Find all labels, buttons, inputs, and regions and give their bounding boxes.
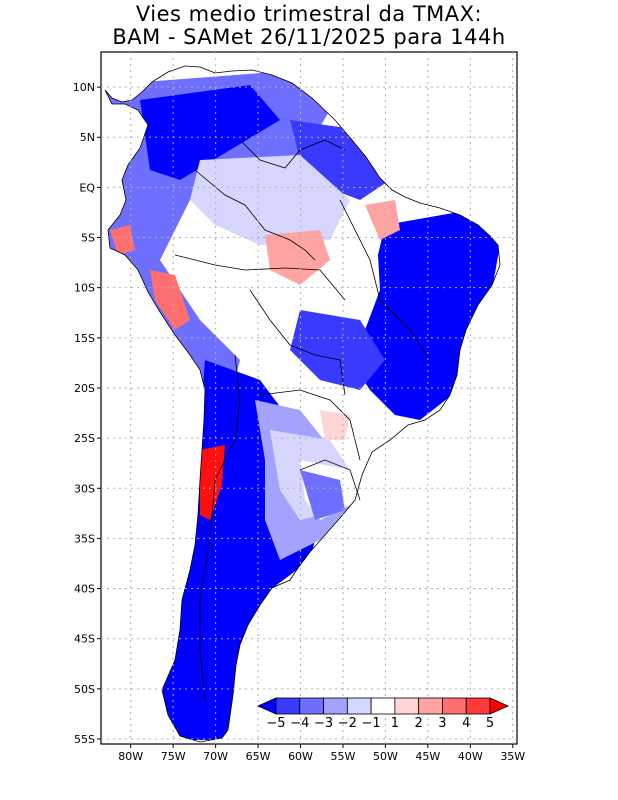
- northeast-brazil-cold-region: [350, 210, 500, 420]
- map-grid: [101, 52, 517, 744]
- colorbar-label: −4: [290, 716, 309, 731]
- ecuador-coast-warm-region: [110, 225, 135, 255]
- colorbar-swatch: [299, 697, 324, 715]
- para-coast-warm-region: [365, 200, 400, 240]
- colorbar-label: −2: [338, 716, 357, 731]
- peru-andes-warm-region: [150, 270, 190, 330]
- border-chile-argentina: [199, 354, 241, 701]
- central-chile-warm-region: [200, 445, 225, 520]
- lat-label: 10S: [74, 282, 95, 295]
- colorbar-swatch: [346, 697, 372, 715]
- map-title-line2: BAM - SAMet 26/11/2025 para 144h: [112, 25, 506, 49]
- lon-label: 80W: [118, 750, 143, 763]
- central-brazil-cold-region: [290, 310, 385, 390]
- lat-label: 35S: [74, 532, 95, 545]
- lon-label: 45W: [415, 750, 440, 763]
- venezuela-cold-region: [140, 85, 280, 180]
- latitude-labels: 10N 5N EQ 5S 10S 15S 20S 25S 30S 35S 40S 45S 50S 55S: [73, 81, 101, 746]
- lat-label: 10N: [73, 81, 95, 94]
- lon-label: 40W: [458, 750, 483, 763]
- colorbar-high-triangle: [489, 697, 509, 715]
- colorbar-swatch: [465, 697, 491, 715]
- lat-label: 55S: [74, 733, 95, 746]
- lon-label: 75W: [161, 750, 186, 763]
- lon-label: 65W: [246, 750, 271, 763]
- colorbar: −5 −4 −3 −2 −1 1 2 3 4 5: [257, 697, 509, 731]
- border-argentina-paraguay: [259, 389, 361, 461]
- border-colombia-brazil: [194, 169, 316, 261]
- lat-label: 50S: [74, 683, 95, 696]
- border-uruguay: [299, 459, 361, 501]
- colorbar-swatch: [370, 697, 396, 715]
- colorbar-label: −5: [266, 716, 285, 731]
- colorbar-label: 3: [438, 716, 446, 731]
- colorbar-label: 2: [415, 716, 423, 731]
- map-title-line1: Vies medio trimestral da TMAX:: [135, 2, 483, 26]
- colorbar-swatch: [275, 697, 301, 715]
- mato-grosso-warm-region: [265, 230, 330, 285]
- colorbar-label: −3: [314, 716, 333, 731]
- longitude-labels: 80W 75W 70W 65W 60W 55W 50W 45W 40W 35W: [118, 744, 525, 763]
- lat-label: 25S: [74, 432, 95, 445]
- border-brazil-states: [339, 199, 431, 361]
- colorbar-label: −1: [362, 716, 381, 731]
- map-borders: [104, 65, 501, 743]
- lat-label: 5N: [80, 131, 95, 144]
- lon-label: 55W: [331, 750, 356, 763]
- lat-label: 15S: [74, 332, 95, 345]
- lat-label: 30S: [74, 482, 95, 495]
- lat-label: EQ: [79, 181, 95, 194]
- colorbar-swatch: [418, 697, 443, 715]
- lat-label: 40S: [74, 583, 95, 596]
- lon-label: 70W: [203, 750, 228, 763]
- lon-label: 60W: [288, 750, 313, 763]
- lat-label: 45S: [74, 633, 95, 646]
- colorbar-label: 5: [486, 716, 494, 731]
- amazon-weak-cold-region: [190, 155, 350, 245]
- colorbar-swatch: [323, 697, 348, 715]
- lat-label: 5S: [81, 232, 95, 245]
- colorbar-swatch: [442, 697, 467, 715]
- lon-label: 35W: [500, 750, 525, 763]
- uruguay-cold-region: [300, 470, 345, 520]
- southeast-weak-warm-region: [320, 410, 350, 440]
- colorbar-label: 4: [462, 716, 470, 731]
- lon-label: 50W: [373, 750, 398, 763]
- border-peru-bolivia: [174, 254, 346, 301]
- border-bolivia-brazil: [249, 289, 346, 396]
- colorbar-label: 1: [391, 716, 399, 731]
- border-venezuela-brazil: [239, 139, 346, 169]
- colorbar-swatch: [394, 697, 420, 715]
- lat-label: 20S: [74, 382, 95, 395]
